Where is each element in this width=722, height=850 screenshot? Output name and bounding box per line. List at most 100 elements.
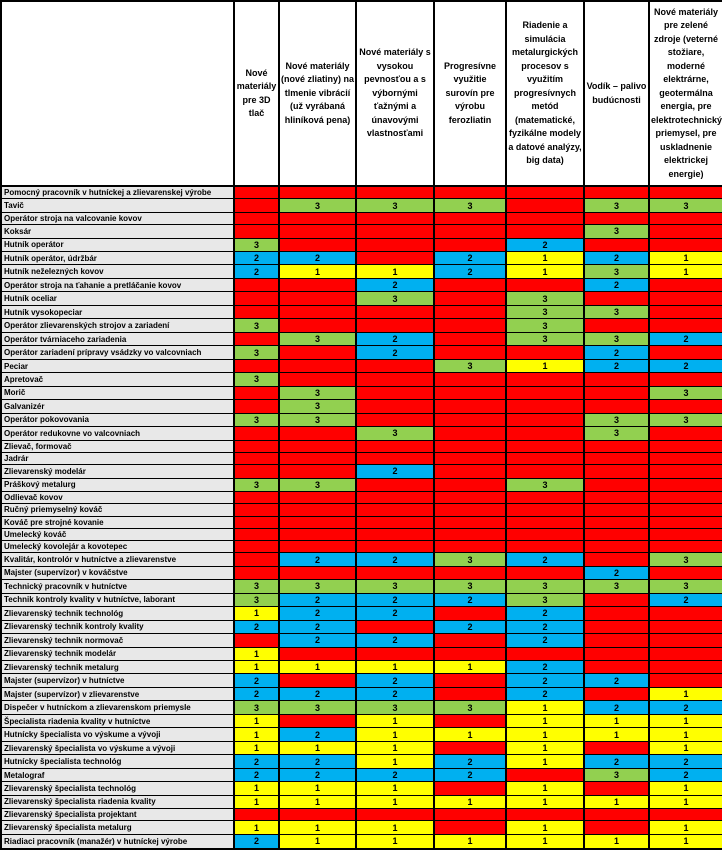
matrix-cell: 1 bbox=[278, 659, 357, 675]
matrix-cell: 3 bbox=[583, 264, 650, 279]
matrix-cell: 2 bbox=[505, 606, 585, 621]
row-label: Ručný priemyselný kováč bbox=[0, 503, 235, 517]
row-label: Operátor zariadení prípravy vsádzky vo v… bbox=[0, 345, 235, 360]
matrix-cell bbox=[505, 503, 585, 517]
matrix-cell bbox=[433, 185, 507, 200]
matrix-cell bbox=[648, 565, 722, 581]
row-label: Operátor redukovne vo valcovniach bbox=[0, 426, 235, 441]
matrix-cell bbox=[648, 304, 722, 320]
matrix-cell bbox=[278, 808, 357, 822]
matrix-cell bbox=[355, 250, 435, 266]
matrix-cell: 1 bbox=[505, 264, 585, 279]
matrix-cell: 2 bbox=[278, 727, 357, 742]
table-row: Peciar 3 1 2 2 bbox=[0, 358, 722, 374]
matrix-cell bbox=[433, 237, 507, 253]
matrix-cell bbox=[583, 659, 650, 675]
matrix-cell: 2 bbox=[433, 264, 507, 279]
row-label: Zlievarenský technik modelár bbox=[0, 646, 235, 662]
matrix-cell bbox=[433, 606, 507, 621]
matrix-cell: 2 bbox=[355, 673, 435, 688]
matrix-cell bbox=[278, 491, 357, 505]
matrix-cell: 2 bbox=[355, 552, 435, 567]
matrix-cell bbox=[433, 633, 507, 648]
matrix-cell: 1 bbox=[505, 833, 585, 850]
matrix-cell bbox=[278, 211, 357, 226]
matrix-cell: 2 bbox=[233, 250, 280, 266]
matrix-cell: 2 bbox=[648, 700, 722, 715]
matrix-cell: 2 bbox=[583, 250, 650, 266]
matrix-cell: 2 bbox=[233, 619, 280, 635]
matrix-cell: 1 bbox=[233, 781, 280, 796]
table-row: Hutník operátor 3 2 bbox=[0, 237, 722, 253]
row-label: Práškový metalurg bbox=[0, 477, 235, 493]
matrix-cell bbox=[433, 412, 507, 428]
matrix-cell bbox=[433, 540, 507, 554]
matrix-cell bbox=[583, 385, 650, 401]
row-label: Umelecký kovolejár a kovotepec bbox=[0, 540, 235, 554]
table-row: Umelecký kováč bbox=[0, 527, 722, 542]
row-label: Technik kontroly kvality v hutníctve, la… bbox=[0, 592, 235, 608]
matrix-cell bbox=[233, 491, 280, 505]
matrix-cell bbox=[583, 318, 650, 333]
matrix-cell: 3 bbox=[505, 579, 585, 594]
corner-cell bbox=[0, 0, 235, 187]
matrix-cell bbox=[355, 646, 435, 662]
matrix-cell bbox=[278, 358, 357, 374]
matrix-cell bbox=[278, 185, 357, 200]
table-row: Operátor stroja na valcovanie kovov bbox=[0, 211, 722, 226]
matrix-cell: 2 bbox=[278, 619, 357, 635]
matrix-cell bbox=[583, 527, 650, 542]
matrix-cell bbox=[433, 439, 507, 453]
table-row: Apretovač 3 bbox=[0, 372, 722, 387]
row-label: Operátor pokovovania bbox=[0, 412, 235, 428]
matrix-cell bbox=[355, 211, 435, 226]
matrix-cell: 2 bbox=[505, 619, 585, 635]
matrix-cell bbox=[648, 291, 722, 306]
matrix-cell bbox=[355, 399, 435, 414]
matrix-cell: 2 bbox=[355, 464, 435, 479]
matrix-cell: 2 bbox=[355, 686, 435, 702]
matrix-cell bbox=[233, 304, 280, 320]
matrix-cell bbox=[583, 399, 650, 414]
matrix-cell bbox=[505, 808, 585, 822]
matrix-cell: 3 bbox=[278, 198, 357, 213]
matrix-cell: 2 bbox=[233, 264, 280, 279]
matrix-cell bbox=[648, 399, 722, 414]
matrix-cell bbox=[505, 372, 585, 387]
table-row: Zlievarenský modelár 2 bbox=[0, 464, 722, 479]
matrix-cell bbox=[505, 451, 585, 466]
row-label: Majster (supervízor) v hutníctve bbox=[0, 673, 235, 688]
matrix-cell: 2 bbox=[278, 754, 357, 769]
matrix-cell bbox=[505, 426, 585, 441]
matrix-cell: 1 bbox=[583, 794, 650, 810]
matrix-cell: 1 bbox=[583, 833, 650, 850]
matrix-cell bbox=[505, 540, 585, 554]
table-row: Zlievarenský technik normovač 2 2 2 bbox=[0, 633, 722, 648]
matrix-cell bbox=[433, 713, 507, 729]
matrix-cell bbox=[433, 224, 507, 239]
matrix-cell: 2 bbox=[505, 673, 585, 688]
matrix-cell bbox=[505, 345, 585, 360]
row-label: Zlievarenský špecialista technológ bbox=[0, 781, 235, 796]
matrix-cell: 3 bbox=[233, 700, 280, 715]
matrix-cell: 3 bbox=[648, 552, 722, 567]
matrix-body: Pomocný pracovník v hutníckej a zlievare… bbox=[0, 185, 722, 850]
row-label: Hutník operátor bbox=[0, 237, 235, 253]
matrix-cell: 1 bbox=[648, 264, 722, 279]
table-row: Operátor tvárniaceho zariadenia 3 2 3 3 2 bbox=[0, 331, 722, 347]
table-row: Zlievarenský technik technológ 1 2 2 2 bbox=[0, 606, 722, 621]
matrix-cell: 3 bbox=[278, 477, 357, 493]
matrix-cell bbox=[505, 198, 585, 213]
matrix-cell: 1 bbox=[505, 250, 585, 266]
matrix-cell bbox=[505, 646, 585, 662]
matrix-cell: 3 bbox=[583, 426, 650, 441]
matrix-cell bbox=[355, 515, 435, 529]
row-label: Apretovač bbox=[0, 372, 235, 387]
matrix-cell bbox=[433, 503, 507, 517]
matrix-cell bbox=[648, 491, 722, 505]
matrix-cell bbox=[505, 185, 585, 200]
matrix-cell: 3 bbox=[233, 477, 280, 493]
matrix-cell bbox=[278, 224, 357, 239]
row-label: Operátor stroja na valcovanie kovov bbox=[0, 211, 235, 226]
matrix-cell bbox=[583, 372, 650, 387]
